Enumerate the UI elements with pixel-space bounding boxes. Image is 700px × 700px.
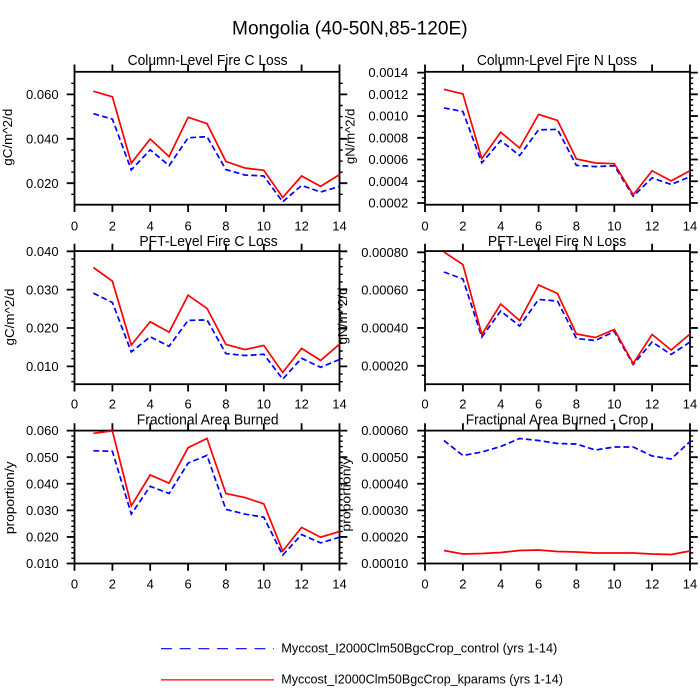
svg-text:gN/m^2/d: gN/m^2/d [335, 287, 350, 344]
svg-text:0: 0 [421, 397, 428, 412]
svg-text:0: 0 [71, 219, 78, 234]
svg-text:0.050: 0.050 [26, 450, 59, 465]
svg-text:12: 12 [645, 219, 659, 234]
svg-text:0.00060: 0.00060 [361, 283, 408, 298]
svg-text:0.040: 0.040 [26, 476, 59, 491]
svg-text:0.00060: 0.00060 [361, 423, 408, 438]
svg-text:2: 2 [109, 397, 116, 412]
svg-text:Fractional Area Burned - Crop: Fractional Area Burned - Crop [466, 413, 648, 429]
svg-text:4: 4 [497, 577, 504, 592]
svg-text:10: 10 [607, 219, 621, 234]
svg-text:Fractional Area Burned: Fractional Area Burned [137, 413, 279, 429]
svg-text:4: 4 [147, 219, 154, 234]
svg-text:10: 10 [607, 397, 621, 412]
svg-text:12: 12 [294, 397, 308, 412]
svg-text:6: 6 [184, 397, 191, 412]
svg-text:0: 0 [71, 577, 78, 592]
svg-text:0.020: 0.020 [26, 321, 59, 336]
svg-text:10: 10 [257, 577, 271, 592]
svg-text:0.020: 0.020 [26, 176, 59, 191]
svg-text:6: 6 [184, 577, 191, 592]
svg-text:0.0008: 0.0008 [368, 130, 408, 145]
svg-text:10: 10 [607, 577, 621, 592]
svg-text:2: 2 [459, 397, 466, 412]
svg-text:0.00020: 0.00020 [361, 530, 408, 545]
svg-text:2: 2 [459, 577, 466, 592]
svg-text:0.030: 0.030 [26, 503, 59, 518]
svg-text:14: 14 [332, 577, 346, 592]
svg-text:0.00040: 0.00040 [361, 476, 408, 491]
svg-text:14: 14 [683, 397, 697, 412]
svg-text:0.00050: 0.00050 [361, 450, 408, 465]
svg-text:Myccost_I2000Clm50BgcCrop_cont: Myccost_I2000Clm50BgcCrop_control (yrs 1… [281, 641, 557, 656]
svg-text:Column-Level Fire N Loss: Column-Level Fire N Loss [477, 53, 637, 69]
svg-text:4: 4 [147, 577, 154, 592]
svg-text:0.040: 0.040 [26, 131, 59, 146]
svg-text:0: 0 [421, 577, 428, 592]
svg-text:0.00040: 0.00040 [361, 321, 408, 336]
svg-text:proportion/y: proportion/y [339, 457, 354, 532]
svg-text:8: 8 [222, 219, 229, 234]
svg-text:8: 8 [573, 219, 580, 234]
svg-text:0.0006: 0.0006 [368, 152, 408, 167]
svg-text:8: 8 [222, 397, 229, 412]
svg-text:0.030: 0.030 [26, 282, 59, 297]
svg-text:8: 8 [573, 577, 580, 592]
svg-text:0: 0 [71, 397, 78, 412]
svg-text:0.0004: 0.0004 [368, 174, 408, 189]
svg-text:0.040: 0.040 [26, 244, 59, 259]
svg-text:14: 14 [332, 219, 346, 234]
svg-text:0.010: 0.010 [26, 359, 59, 374]
svg-text:proportion/y: proportion/y [2, 461, 17, 534]
svg-text:14: 14 [683, 219, 697, 234]
svg-text:10: 10 [257, 397, 271, 412]
svg-text:Myccost_I2000Clm50BgcCrop_kpar: Myccost_I2000Clm50BgcCrop_kparams (yrs 1… [281, 672, 563, 687]
svg-text:12: 12 [294, 577, 308, 592]
svg-text:4: 4 [497, 397, 504, 412]
svg-text:gC/m^2/d: gC/m^2/d [0, 109, 15, 166]
svg-text:0: 0 [421, 219, 428, 234]
svg-text:4: 4 [497, 219, 504, 234]
svg-text:0.060: 0.060 [26, 423, 59, 438]
svg-text:8: 8 [573, 397, 580, 412]
svg-text:gC/m^2/d: gC/m^2/d [2, 289, 17, 346]
svg-text:0.010: 0.010 [26, 556, 59, 571]
svg-text:0.0010: 0.0010 [368, 109, 408, 124]
svg-text:PFT-Level Fire N Loss: PFT-Level Fire N Loss [488, 234, 626, 250]
svg-text:0.060: 0.060 [26, 87, 59, 102]
svg-text:6: 6 [535, 397, 542, 412]
svg-text:0.0002: 0.0002 [368, 196, 408, 211]
svg-text:Column-Level Fire C Loss: Column-Level Fire C Loss [128, 53, 288, 69]
svg-text:6: 6 [535, 577, 542, 592]
svg-text:14: 14 [683, 577, 697, 592]
svg-text:0.00010: 0.00010 [361, 556, 408, 571]
svg-text:gN/m^2/d: gN/m^2/d [342, 109, 357, 165]
svg-text:12: 12 [645, 397, 659, 412]
svg-text:0.00030: 0.00030 [361, 503, 408, 518]
svg-text:0.0012: 0.0012 [368, 87, 408, 102]
svg-text:6: 6 [535, 219, 542, 234]
svg-text:0.0014: 0.0014 [368, 65, 408, 80]
svg-text:12: 12 [645, 577, 659, 592]
svg-text:2: 2 [459, 219, 466, 234]
svg-text:2: 2 [109, 219, 116, 234]
svg-text:2: 2 [109, 577, 116, 592]
svg-text:4: 4 [147, 397, 154, 412]
svg-text:14: 14 [332, 397, 346, 412]
svg-text:PFT-Level Fire C Loss: PFT-Level Fire C Loss [139, 234, 277, 250]
svg-text:Mongolia (40-50N,85-120E): Mongolia (40-50N,85-120E) [232, 19, 468, 40]
svg-text:6: 6 [184, 219, 191, 234]
svg-text:0.00020: 0.00020 [361, 358, 408, 373]
svg-text:0.020: 0.020 [26, 530, 59, 545]
svg-text:10: 10 [257, 219, 271, 234]
svg-text:12: 12 [294, 219, 308, 234]
svg-text:0.00080: 0.00080 [361, 245, 408, 260]
svg-text:8: 8 [222, 577, 229, 592]
